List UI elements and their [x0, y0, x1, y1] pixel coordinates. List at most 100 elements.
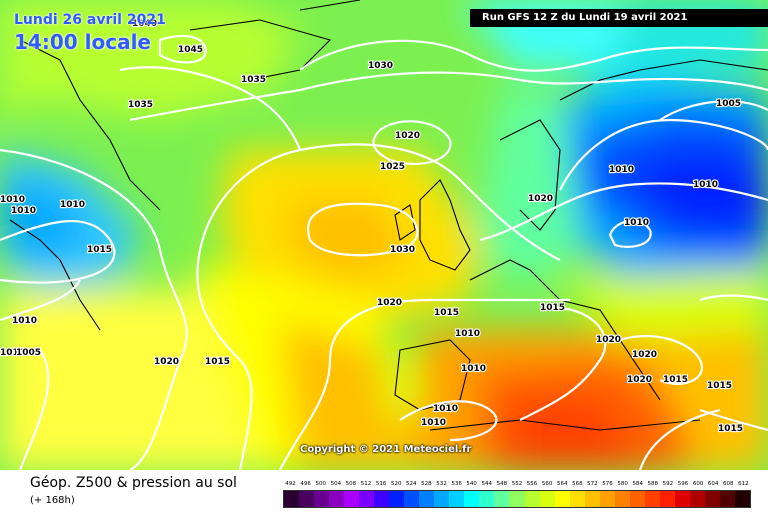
legend-swatch [479, 491, 495, 507]
legend-value: 612 [738, 481, 749, 487]
isobar-label: 1020 [395, 131, 420, 141]
legend-value: 548 [496, 481, 508, 487]
weather-map: 1040 1045 1035 1035 1030 1020 1025 1010 … [0, 0, 768, 470]
isobar-label: 1025 [380, 162, 405, 172]
legend-swatch [509, 491, 525, 507]
isobar-label: 1010 [455, 329, 480, 339]
legend-value: 572 [587, 481, 598, 487]
forecast-date: Lundi 26 avril 2021 [14, 12, 166, 28]
isobar-label: 1020 [528, 194, 553, 204]
isobar-label: 1020 [627, 375, 652, 385]
legend-value: 600 [692, 481, 704, 487]
isobar-label: 1015 [205, 357, 230, 367]
isobar-label: 1030 [390, 245, 415, 255]
isobar-label: 1010 [461, 364, 486, 374]
legend-swatch [314, 491, 330, 507]
isobar-label: 1010 [421, 418, 446, 428]
legend-value: 492 [285, 481, 296, 487]
isobar-label: 1010 [0, 195, 25, 205]
legend-value: 520 [390, 481, 402, 487]
isobars [0, 35, 768, 470]
isobar-label: 1045 [178, 45, 203, 55]
legend-color-bar [283, 490, 751, 508]
isobar-label: 1010 [0, 348, 25, 358]
legend-swatch [659, 491, 675, 507]
isobar-label: 1010 [60, 200, 85, 210]
legend-swatch [344, 491, 360, 507]
legend-swatch [434, 491, 450, 507]
legend-swatch [614, 491, 630, 507]
legend-value: 508 [345, 481, 357, 487]
isobar-label: 1035 [128, 100, 153, 110]
footer: Géop. Z500 & pression au sol (+ 168h) 49… [0, 470, 768, 512]
run-info-banner: Run GFS 12 Z du Lundi 19 avril 2021 [470, 9, 768, 27]
legend-value: 528 [421, 481, 432, 487]
legend-value: 604 [707, 481, 719, 487]
legend-swatch [329, 491, 345, 507]
isobar-label: 1005 [716, 99, 741, 109]
legend-swatch [599, 491, 615, 507]
legend-swatch [539, 491, 555, 507]
isobar-label: 1030 [368, 61, 393, 71]
forecast-lead-time: (+ 168h) [30, 495, 75, 506]
isobar-label: 1020 [377, 298, 402, 308]
legend-swatch [554, 491, 570, 507]
legend-value: 608 [723, 481, 734, 487]
isobar-labels: 1040 1045 1035 1035 1030 1020 1025 1010 … [0, 18, 744, 435]
isobar-label: 1040 [132, 19, 157, 29]
legend-value: 568 [572, 481, 583, 487]
legend-swatch [734, 491, 750, 507]
legend-swatch [449, 491, 465, 507]
isobar-label: 1010 [11, 206, 36, 216]
legend-value: 576 [602, 481, 613, 487]
legend-swatch [374, 491, 390, 507]
legend-swatch [569, 491, 585, 507]
isobar-label: 1015 [434, 308, 459, 318]
legend-swatch [524, 491, 540, 507]
legend-value: 560 [541, 481, 553, 487]
isobar-label: 1010 [433, 404, 458, 414]
color-scale-legend: 492 496 500 504 508 512 516 520 524 528 532 536 540 5… [283, 479, 751, 508]
legend-value: 536 [451, 481, 462, 487]
legend-value: 596 [677, 481, 689, 487]
isobar-label: 1015 [707, 381, 732, 391]
legend-value: 544 [481, 481, 493, 487]
legend-swatch [689, 491, 705, 507]
geopotential-shading [0, 0, 768, 470]
isobar-label: 1015 [540, 303, 565, 313]
coastlines [9, 0, 768, 431]
isobar-label: 1005 [16, 348, 41, 358]
legend-value: 540 [466, 481, 477, 487]
legend-labels: 492 496 500 504 508 512 516 520 524 528 532 536 540 5… [283, 479, 751, 489]
legend-swatch [389, 491, 405, 507]
legend-swatch [644, 491, 660, 507]
copyright-notice: Copyright © 2021 Meteociel.fr [300, 444, 472, 455]
legend-value: 500 [315, 481, 326, 487]
isobar-label: 1020 [596, 335, 621, 345]
map-title: Géop. Z500 & pression au sol [30, 475, 237, 491]
isobar-label: 1020 [154, 357, 179, 367]
legend-swatch [419, 491, 435, 507]
legend-swatch [404, 491, 420, 507]
isobar-label: 1010 [609, 165, 634, 175]
legend-value: 512 [360, 481, 372, 487]
legend-value: 532 [436, 481, 447, 487]
legend-swatch [299, 491, 315, 507]
legend-value: 504 [330, 481, 342, 487]
legend-value: 516 [375, 481, 387, 487]
isobar-label: 1015 [718, 424, 743, 434]
legend-swatch [494, 491, 510, 507]
isobar-label: 1010 [693, 180, 718, 190]
legend-swatch [584, 491, 600, 507]
legend-swatch [629, 491, 645, 507]
legend-value: 556 [526, 481, 538, 487]
legend-value: 588 [647, 481, 659, 487]
legend-value: 584 [632, 481, 643, 487]
legend-value: 580 [617, 481, 628, 487]
legend-swatch [719, 491, 735, 507]
legend-swatch [359, 491, 375, 507]
isobar-label: 1010 [12, 316, 37, 326]
isobar-label: 1015 [87, 245, 112, 255]
isobar-label: 1010 [624, 218, 649, 228]
